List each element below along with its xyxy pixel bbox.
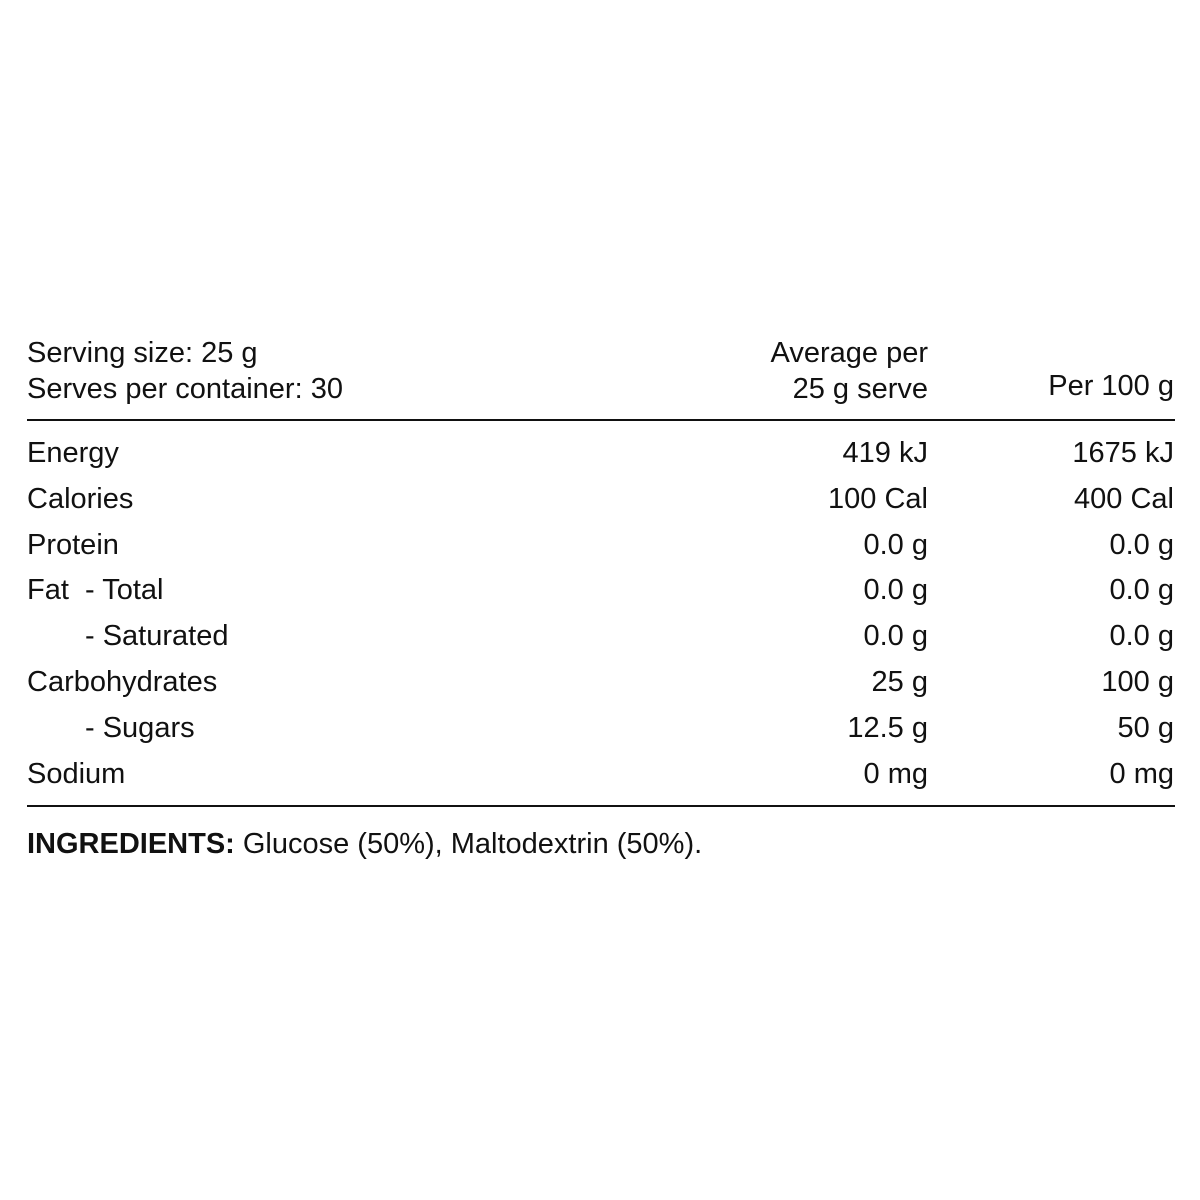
nutrient-value: 12.5 g (847, 711, 928, 744)
nutrient-value: 50 g (1117, 711, 1174, 744)
nutrient-value: 1675 kJ (1072, 437, 1174, 469)
serving-size: Serving size: 25 g (27, 337, 258, 369)
nutrient-name: - Saturated (85, 620, 229, 653)
ingredients: INGREDIENTS: Glucose (50%), Maltodextrin … (27, 826, 702, 862)
nutrient-value: 0.0 g (863, 620, 929, 653)
nutrient-name: Carbohydrates (27, 666, 218, 698)
column-header: Per 100 g (1048, 370, 1174, 402)
nutrient-value: 0.0 g (863, 528, 929, 561)
nutrient-value: 0 mg (863, 757, 928, 790)
serves-per-container: Serves per container: 30 (27, 373, 343, 405)
nutrient-value: 100 Cal (828, 482, 928, 515)
nutrient-name: Protein (27, 528, 119, 561)
rule (27, 419, 1175, 421)
nutrient-name: Sodium (27, 757, 126, 790)
ingredients-label: INGREDIENTS: (27, 828, 235, 860)
nutrient-value: 0.0 g (1109, 620, 1175, 653)
nutrient-value: 25 g (871, 666, 928, 698)
nutrient-value: 0.0 g (1109, 528, 1175, 561)
column-header: 25 g serve (792, 373, 928, 405)
nutrient-name: Fat - Total (27, 574, 164, 607)
ingredients-text: Glucose (50%), Maltodextrin (50%). (242, 828, 703, 860)
nutrient-value: 419 kJ (842, 437, 928, 469)
nutrient-name: - Sugars (85, 711, 195, 744)
nutrient-value: 0.0 g (863, 574, 929, 607)
nutrient-name: Calories (27, 482, 134, 515)
nutrient-value: 0.0 g (1109, 574, 1175, 607)
nutrient-name: Energy (27, 437, 119, 469)
nutrient-value: 0 mg (1109, 757, 1174, 790)
column-header: Average per (770, 337, 928, 369)
nutrient-value: 100 g (1101, 666, 1174, 698)
nutrient-value: 400 Cal (1074, 482, 1174, 515)
rule (27, 805, 1175, 807)
